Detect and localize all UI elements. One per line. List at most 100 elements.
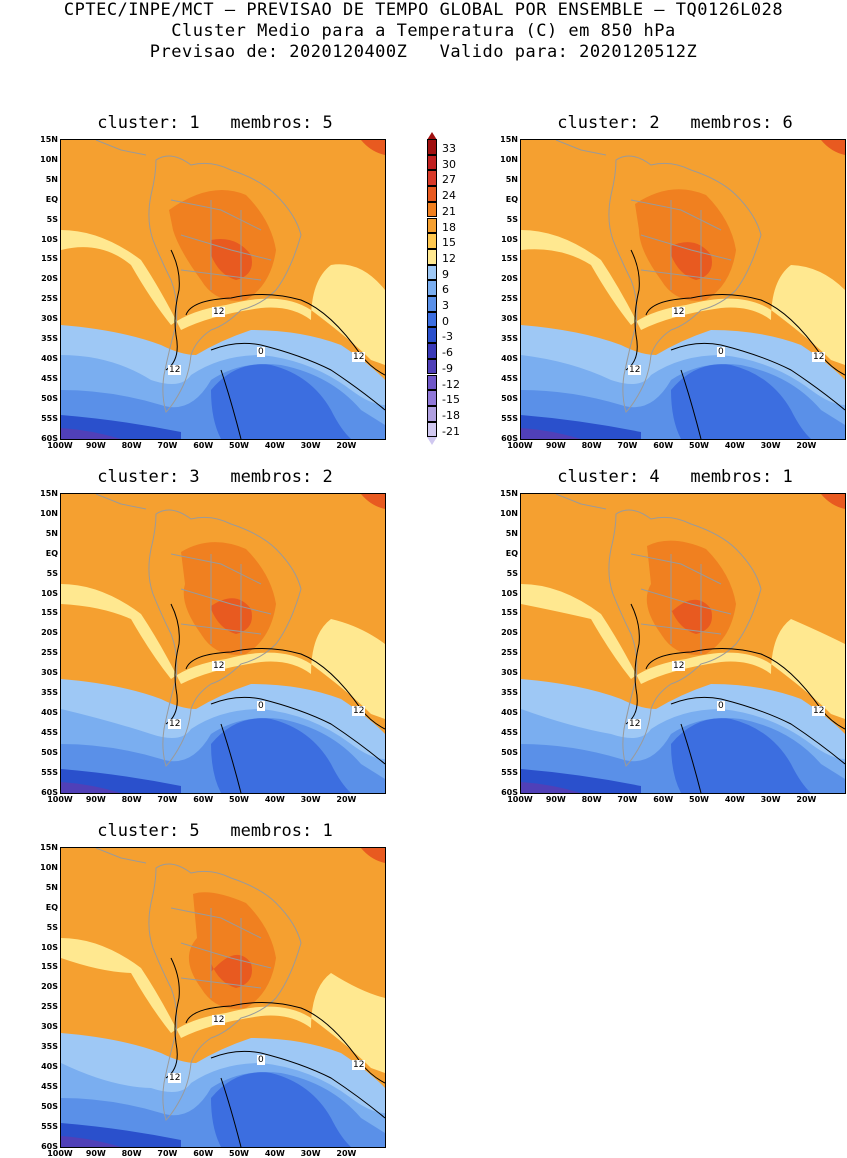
colorbar-segment	[427, 405, 437, 422]
colorbar-label: -15	[442, 393, 460, 407]
colorbar-segment	[427, 327, 437, 344]
colorbar-label: -12	[442, 377, 460, 391]
lat-tick-label: 15N	[40, 843, 58, 852]
contour-label-0: 0	[717, 701, 725, 711]
lat-tick-label: 35S	[41, 1042, 58, 1051]
lon-tick-label: 30W	[300, 795, 321, 804]
colorbar-label: 18	[442, 220, 456, 234]
lon-tick-label: 90W	[85, 795, 106, 804]
colorbar-label: -18	[442, 408, 460, 422]
lon-tick-label: 20W	[336, 441, 357, 450]
lat-tick-label: 10N	[40, 154, 58, 164]
colorbar-top-triangle	[427, 132, 437, 140]
lat-tick-label: 55S	[501, 767, 518, 777]
lat-tick-label: 5S	[506, 214, 518, 224]
contour-label-0: 0	[717, 347, 725, 357]
panel-title-5: cluster: 5 membros: 1	[97, 821, 333, 841]
lon-tick-label: 100W	[507, 441, 533, 450]
contour-label-12: 12	[352, 352, 366, 362]
header-line-3: Previsao de: 2020120400Z Valido para: 20…	[149, 42, 698, 62]
panel-title-3: cluster: 3 membros: 2	[97, 467, 333, 487]
contour-label-12: 12	[628, 719, 642, 729]
lat-tick-label: 10N	[40, 862, 58, 872]
colorbar-bottom-triangle	[427, 437, 437, 446]
lat-tick-label: 40S	[41, 1061, 58, 1071]
contour-label-12: 12	[212, 307, 226, 317]
contour-label-12: 12	[672, 661, 686, 671]
colorbar-label: -9	[442, 361, 453, 375]
lat-tick-label: 50S	[41, 747, 58, 757]
contour-label-12: 12	[812, 352, 826, 362]
lat-tick-label: 20S	[41, 982, 58, 992]
lat-tick-label: 5S	[506, 568, 518, 578]
lon-tick-label: 20W	[336, 795, 357, 804]
lat-tick-label: 55S	[41, 767, 58, 777]
lat-tick-label: 35S	[41, 688, 58, 697]
colorbar-segment	[427, 233, 437, 249]
contour-label-12: 12	[212, 1015, 226, 1025]
lat-tick-label: 55S	[41, 1121, 58, 1131]
lat-tick-label: 15N	[40, 135, 58, 144]
lat-tick-label: 55S	[501, 413, 518, 423]
lat-tick-label: 15S	[501, 608, 518, 618]
lon-tick-label: 60W	[193, 441, 214, 450]
colorbar-segment	[427, 358, 437, 375]
colorbar-label: 30	[442, 157, 456, 171]
lat-tick-label: 25S	[501, 294, 518, 304]
lon-tick-label: 60W	[653, 441, 674, 450]
lat-tick-label: 60S	[41, 787, 58, 797]
lon-tick-label: 40W	[724, 795, 745, 804]
lon-tick-label: 70W	[157, 795, 178, 804]
colorbar-segment	[427, 201, 437, 218]
lat-tick-label: 25S	[41, 1002, 58, 1012]
lat-tick-label: 60S	[41, 433, 58, 443]
contour-label-12: 12	[628, 365, 642, 375]
lat-tick-label: 20S	[501, 274, 518, 284]
lat-tick-label: 20S	[41, 628, 58, 638]
lat-tick-label: EQ	[505, 548, 518, 558]
colorbar-segment	[427, 343, 437, 359]
lat-tick-label: 60S	[41, 1141, 58, 1151]
lat-tick-label: 40S	[501, 353, 518, 363]
lon-tick-label: 30W	[760, 795, 781, 804]
panel-title-2: cluster: 2 membros: 6	[557, 113, 793, 133]
lon-tick-label: 100W	[47, 795, 73, 804]
lon-tick-label: 50W	[689, 441, 709, 450]
lat-tick-label: 5N	[45, 174, 58, 184]
colorbar-segment	[427, 374, 437, 391]
lat-tick-label: 10S	[41, 588, 58, 598]
lat-tick-label: 45S	[41, 373, 58, 383]
lat-tick-label: 15S	[41, 254, 58, 264]
lat-tick-label: 40S	[41, 353, 58, 363]
lon-tick-label: 50W	[229, 1149, 249, 1158]
lat-tick-label: 30S	[41, 1022, 58, 1032]
contour-label-12: 12	[168, 719, 182, 729]
lat-tick-label: 10N	[500, 154, 518, 164]
colorbar-label: 0	[442, 314, 449, 328]
lon-tick-label: 20W	[796, 441, 817, 450]
lat-tick-label: 40S	[501, 707, 518, 717]
lat-tick-label: 20S	[501, 628, 518, 638]
lat-tick-label: 45S	[41, 727, 58, 737]
contour-label-12: 12	[168, 1073, 182, 1083]
lat-tick-label: 45S	[501, 373, 518, 383]
lon-tick-label: 30W	[760, 441, 781, 450]
lon-tick-label: 80W	[581, 795, 602, 804]
colorbar-label: 24	[442, 189, 456, 203]
contour-label-0: 0	[257, 1055, 265, 1065]
contour-label-12: 12	[212, 661, 226, 671]
lat-tick-label: 35S	[41, 334, 58, 343]
lon-tick-label: 60W	[193, 795, 214, 804]
contour-label-12: 12	[168, 365, 182, 375]
colorbar-label: 27	[442, 173, 456, 187]
colorbar-segment	[427, 217, 437, 234]
lat-tick-label: 10S	[501, 588, 518, 598]
contour-label-12: 12	[352, 706, 366, 716]
lat-tick-label: 35S	[501, 688, 518, 697]
lat-tick-label: 20S	[41, 274, 58, 284]
lat-tick-label: 15N	[40, 489, 58, 498]
lon-tick-label: 80W	[581, 441, 602, 450]
contour-label-12: 12	[352, 1060, 366, 1070]
lon-tick-label: 30W	[300, 1149, 321, 1158]
lon-tick-label: 70W	[157, 441, 178, 450]
